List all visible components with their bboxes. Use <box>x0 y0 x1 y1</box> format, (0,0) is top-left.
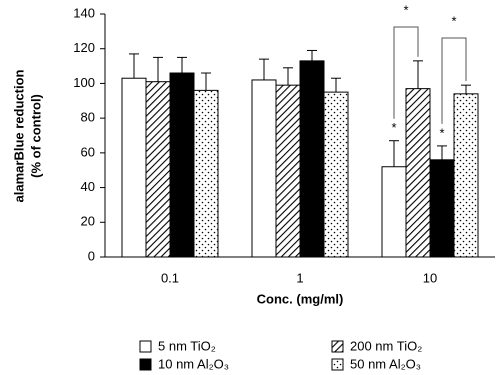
legend-label: 200 nm TiO₂ <box>350 338 422 353</box>
y-tick-label: 140 <box>73 5 95 20</box>
bar <box>453 93 479 258</box>
significance-bracket <box>393 26 419 119</box>
bar <box>275 84 301 258</box>
legend-label: 5 nm TiO₂ <box>158 338 216 353</box>
significance-star: * <box>439 125 444 140</box>
x-tick-label: 0.1 <box>161 270 179 285</box>
legend-swatch <box>139 358 152 371</box>
significance-star: * <box>391 120 396 135</box>
bar <box>429 159 455 258</box>
bar <box>381 166 407 258</box>
legend-swatch <box>331 340 344 353</box>
legend-swatch <box>139 340 152 353</box>
significance-bracket <box>441 37 467 124</box>
bar <box>169 72 195 258</box>
x-tick-label: 1 <box>296 270 303 285</box>
bar <box>251 79 277 258</box>
bar <box>405 88 431 258</box>
legend-label: 10 nm Al₂O₃ <box>158 356 229 371</box>
y-tick-label: 20 <box>81 214 95 229</box>
y-tick-label: 0 <box>88 248 95 263</box>
y-tick-label: 40 <box>81 179 95 194</box>
y-tick-label: 60 <box>81 144 95 159</box>
bar <box>299 60 325 258</box>
y-axis-label: (% of control) <box>28 94 43 178</box>
y-tick-label: 120 <box>73 40 95 55</box>
x-tick-label: 10 <box>423 270 437 285</box>
y-tick-label: 80 <box>81 110 95 125</box>
bar <box>121 77 147 258</box>
bar <box>193 89 219 258</box>
y-tick-label: 100 <box>73 75 95 90</box>
x-axis-label: Conc. (mg/ml) <box>257 291 344 306</box>
significance-star: * <box>451 13 456 28</box>
bar <box>145 81 171 258</box>
bar <box>323 91 349 258</box>
significance-star: * <box>403 2 408 17</box>
legend-swatch <box>331 358 344 371</box>
legend-label: 50 nm Al₂O₃ <box>350 356 421 371</box>
y-axis-label: alamarBlue reduction <box>11 69 26 202</box>
